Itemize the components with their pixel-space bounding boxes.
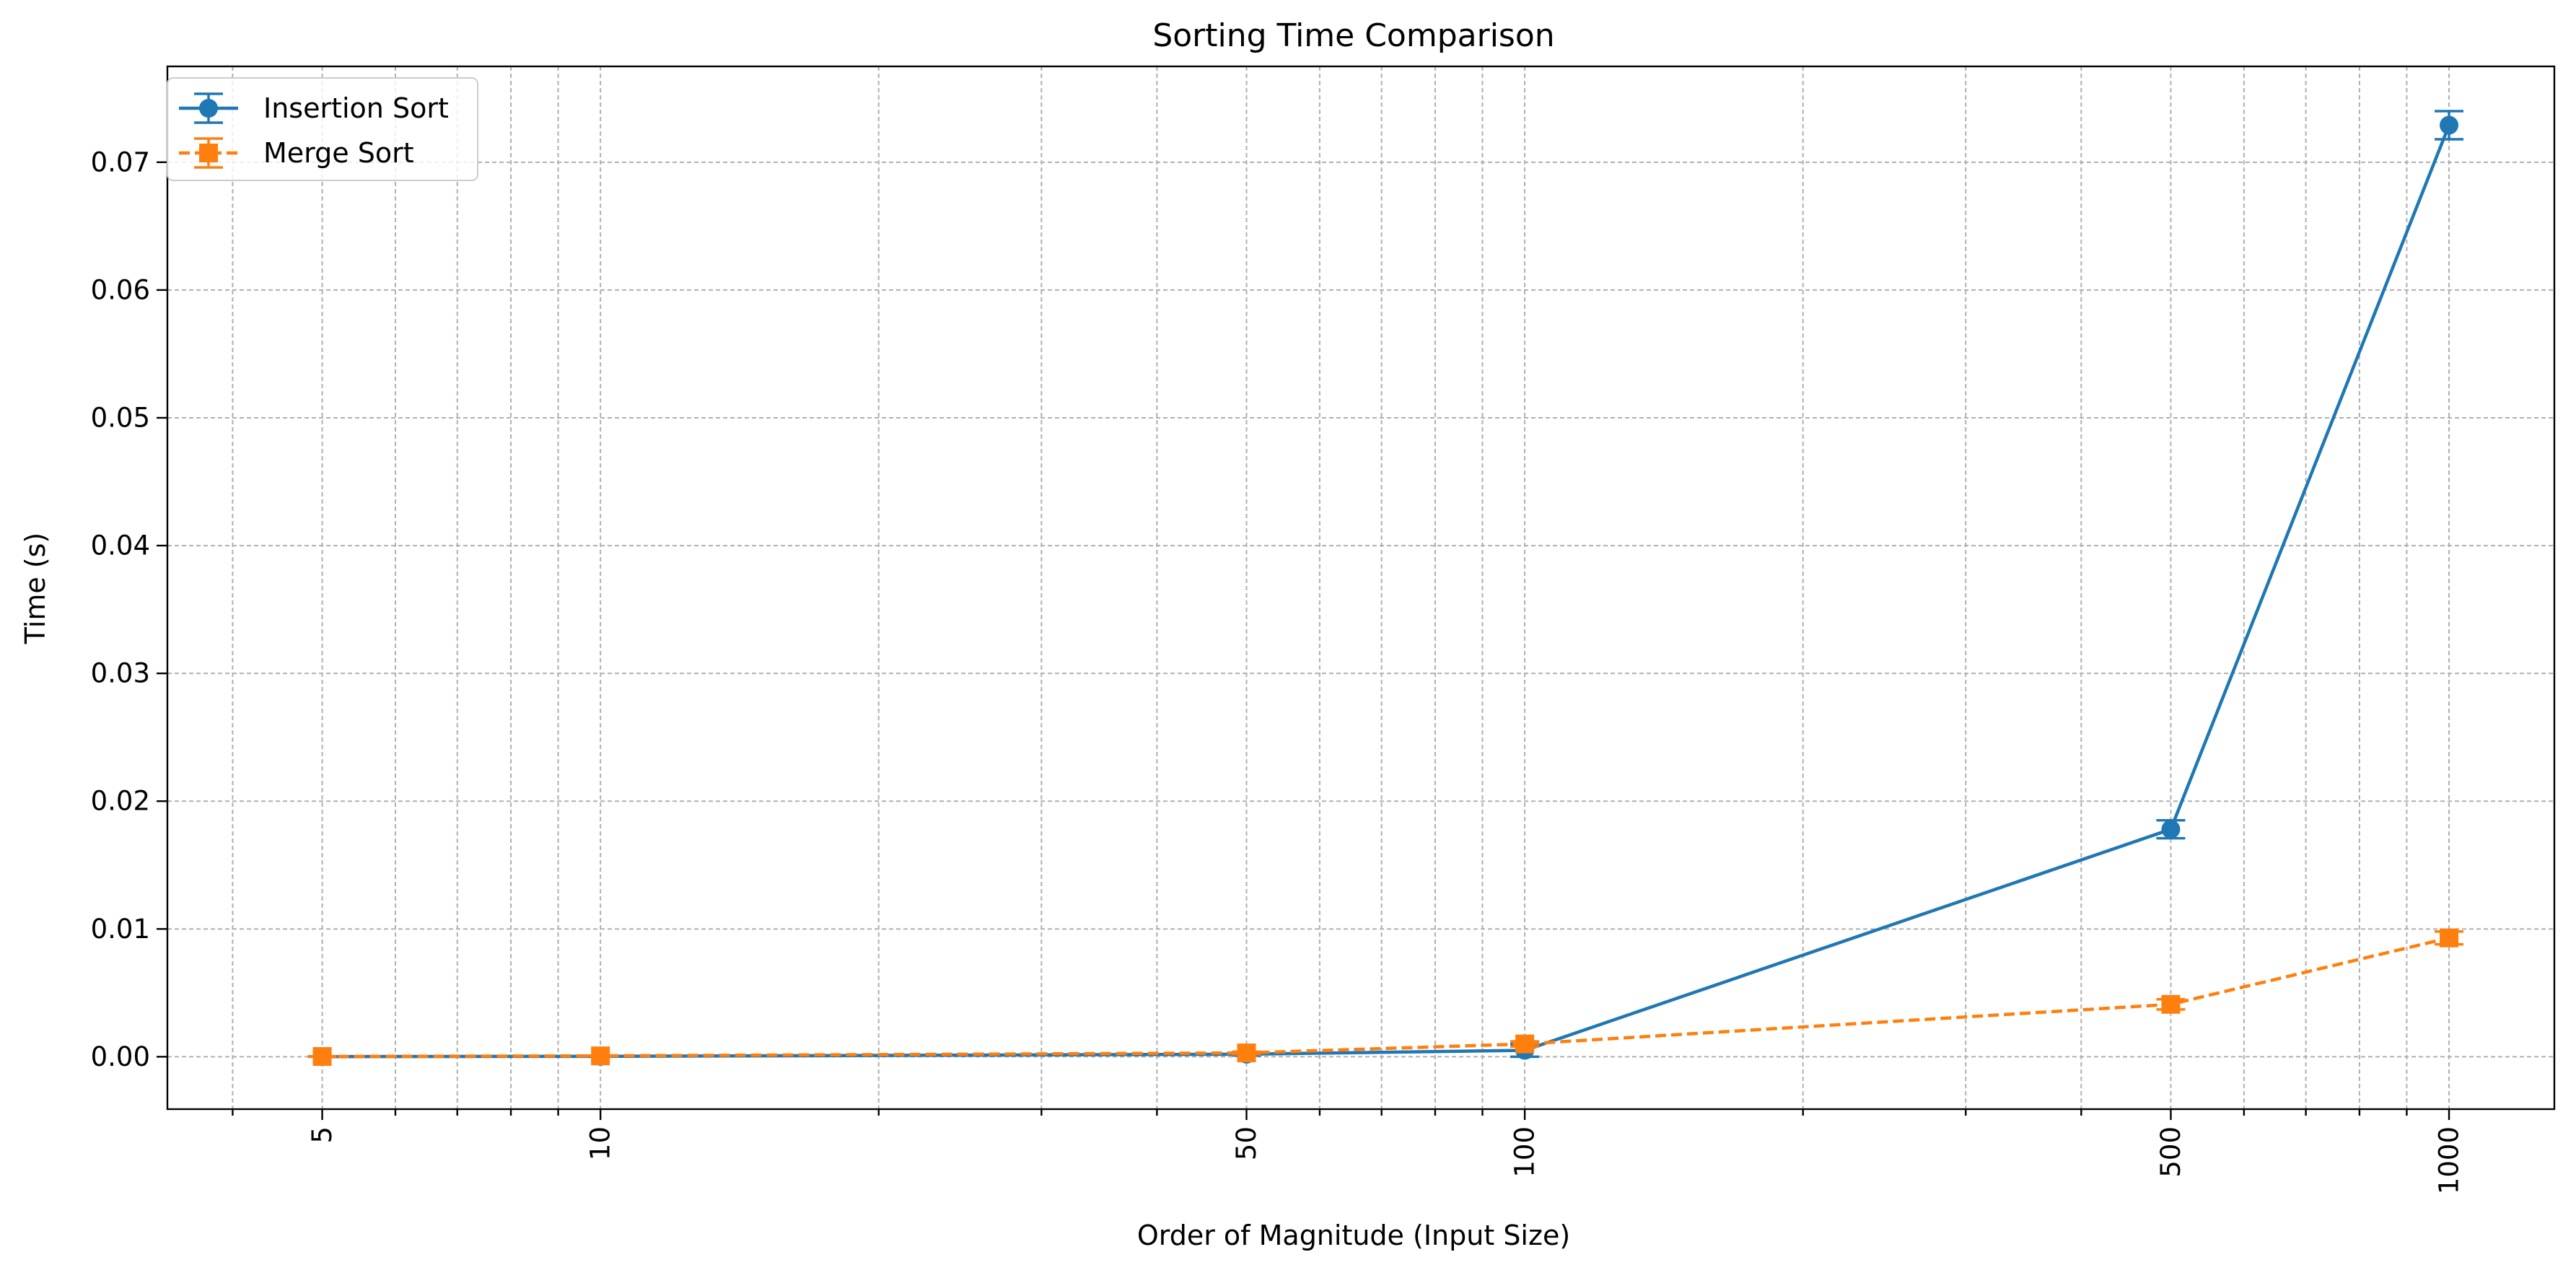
legend-marker-merge-sort bbox=[199, 144, 218, 162]
insertion-sort-series bbox=[307, 110, 2464, 1067]
y-tick-label: 0.04 bbox=[91, 530, 150, 561]
merge-sort-point bbox=[2161, 994, 2181, 1014]
chart-title: Sorting Time Comparison bbox=[1152, 17, 1554, 54]
tick-layer: 5 10 50 100 500 1000 0.00 0.01 0.02 0.03 0.04 0.05 0… bbox=[91, 146, 2465, 1194]
y-tick-label: 0.01 bbox=[91, 914, 150, 945]
merge-sort-point bbox=[1237, 1043, 1256, 1063]
merge-sort-point bbox=[312, 1047, 332, 1067]
x-tick-label: 100 bbox=[1510, 1126, 1541, 1178]
legend-entry-merge-sort: Merge Sort bbox=[179, 137, 414, 169]
insertion-sort-line bbox=[322, 124, 2451, 1059]
merge-sort-point bbox=[591, 1046, 610, 1066]
y-axis-label: Time (s) bbox=[19, 533, 51, 645]
legend-box bbox=[167, 77, 478, 181]
grid-layer bbox=[167, 66, 2554, 1109]
x-axis-label: Order of Magnitude (Input Size) bbox=[1137, 1220, 1570, 1251]
legend-entry-insertion-sort: Insertion Sort bbox=[179, 92, 449, 124]
y-tick-label: 0.03 bbox=[91, 658, 150, 689]
y-tick-label: 0.00 bbox=[91, 1041, 150, 1072]
insertion-sort-point bbox=[2440, 115, 2459, 135]
legend-label-merge-sort: Merge Sort bbox=[263, 137, 414, 169]
legend: Insertion Sort Merge Sort bbox=[167, 77, 478, 181]
series-layer bbox=[307, 110, 2464, 1067]
y-tick-label: 0.02 bbox=[91, 786, 150, 817]
y-tick-label: 0.07 bbox=[91, 146, 150, 178]
plot-frame bbox=[166, 65, 2556, 1111]
merge-sort-line bbox=[322, 936, 2450, 1059]
legend-marker-insertion-sort bbox=[199, 99, 218, 118]
x-tick-label: 1000 bbox=[2434, 1126, 2465, 1194]
x-tick-label: 5 bbox=[307, 1126, 338, 1144]
x-tick-label: 500 bbox=[2155, 1126, 2186, 1178]
y-tick-label: 0.06 bbox=[91, 274, 150, 305]
merge-sort-series bbox=[307, 928, 2464, 1067]
legend-label-insertion-sort: Insertion Sort bbox=[263, 92, 449, 124]
x-tick-label: 50 bbox=[1231, 1126, 1262, 1160]
y-tick-label: 0.05 bbox=[91, 402, 150, 433]
merge-sort-point bbox=[2440, 928, 2459, 947]
insertion-sort-point bbox=[2161, 820, 2181, 839]
merge-sort-point bbox=[1515, 1034, 1535, 1054]
x-tick-label: 10 bbox=[585, 1126, 616, 1160]
